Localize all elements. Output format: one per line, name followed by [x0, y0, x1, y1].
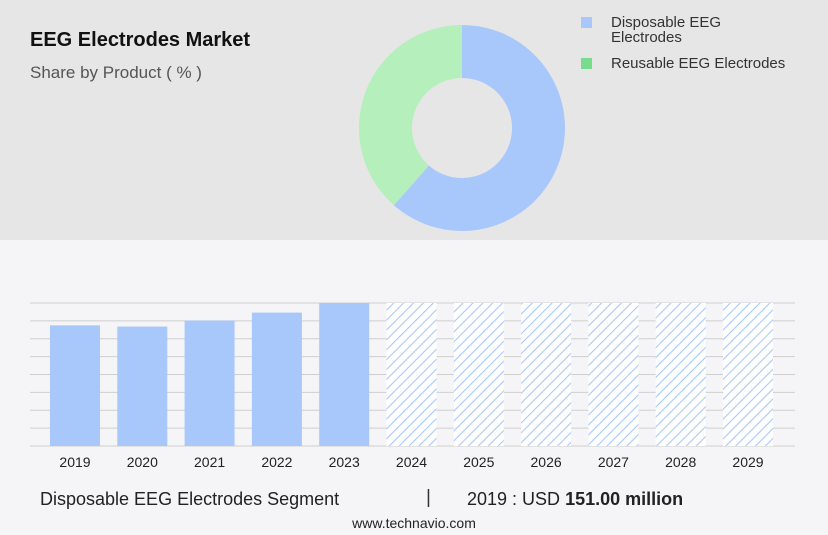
footer-segment-label: Disposable EEG Electrodes Segment	[40, 489, 340, 509]
bar-2020	[117, 326, 168, 446]
bar-2026	[521, 303, 572, 446]
x-tick-label-2023: 2023	[329, 454, 360, 470]
x-tick-label-2020: 2020	[127, 454, 158, 470]
x-tick-label-2025: 2025	[463, 454, 494, 470]
donut-bottom-mask	[300, 232, 620, 240]
chart-title: EEG Electrodes Market	[30, 29, 251, 51]
x-tick-label-2021: 2021	[194, 454, 225, 470]
bar-2029	[723, 303, 773, 446]
chart-subtitle: Share by Product ( % )	[30, 63, 202, 82]
legend-swatch-reusable	[581, 58, 592, 69]
bar-2025	[453, 303, 504, 446]
donut-chart	[300, 25, 620, 240]
legend-swatch-disposable	[581, 17, 592, 28]
footer-value: 2019 : USD 151.00 million	[467, 489, 683, 510]
legend-label-disposable-line2: Electrodes	[611, 29, 682, 46]
donut-slice-reusable	[359, 25, 462, 206]
x-tick-label-2029: 2029	[732, 454, 763, 470]
x-tick-label-2027: 2027	[598, 454, 629, 470]
legend-label-reusable-line1: Reusable EEG Electrodes	[611, 55, 786, 72]
legend-label-reusable: Reusable EEG Electrodes	[611, 56, 785, 71]
donut-slice-disposable	[393, 25, 565, 231]
x-tick-label-2019: 2019	[59, 454, 90, 470]
bar-2024	[386, 303, 437, 446]
footer-divider: |	[426, 487, 431, 508]
bar-2028	[655, 303, 706, 446]
footer-value-amount: 151.00 million	[565, 489, 684, 509]
footer-value-prefix: 2019 : USD	[467, 489, 566, 509]
x-tick-label-2024: 2024	[396, 454, 427, 470]
legend-label-disposable: Disposable EEG Electrodes	[611, 15, 721, 45]
bar-2019	[50, 325, 100, 446]
bar-2021	[184, 320, 235, 446]
bar-chart: 2019 2020 2021 2022 2023 2024 2025 2026 2027 2028…	[30, 302, 795, 470]
bar-2023	[319, 303, 370, 446]
bar-2027	[588, 303, 639, 446]
bar-2022	[251, 312, 302, 446]
legend-label-disposable-line1: Disposable EEG	[611, 14, 722, 31]
x-tick-label-2026: 2026	[531, 454, 562, 470]
x-tick-label-2028: 2028	[665, 454, 696, 470]
x-tick-label-2022: 2022	[261, 454, 292, 470]
footer-url: www.technavio.com	[352, 515, 476, 531]
